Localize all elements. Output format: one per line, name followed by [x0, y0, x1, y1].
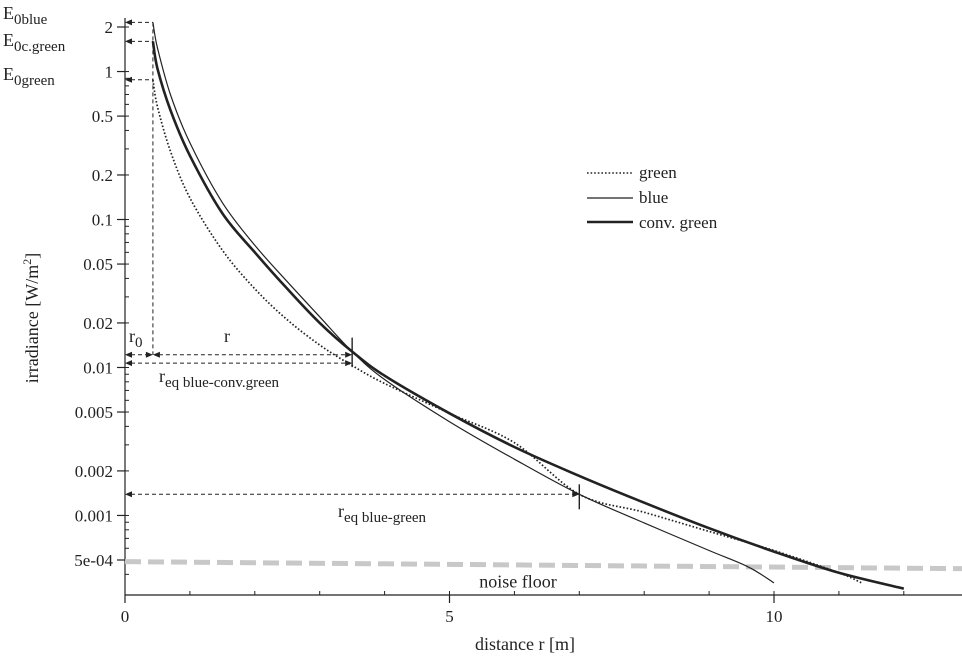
y-tick-label: 0.01 — [83, 358, 113, 377]
label-r0-main: r — [129, 326, 135, 346]
y-axis-title-main: irradiance [W/m — [22, 265, 42, 383]
label-req-blue-conv-main: r — [159, 366, 165, 386]
y-axis-title-close: ] — [22, 253, 42, 259]
x-axis: 0 5 10 — [121, 591, 962, 626]
req-blue-green-arrow-right — [572, 491, 580, 498]
y-tick-label: 2 — [105, 18, 114, 37]
legend-label-blue: blue — [639, 188, 668, 207]
y-tick-label: 0.2 — [92, 166, 113, 185]
req-blue-green-arrow-left — [125, 491, 132, 498]
noise-floor: noise floor — [124, 559, 962, 592]
label-e0cgreen: E0c.green — [3, 30, 66, 55]
y-tick-label: 0.05 — [83, 255, 113, 274]
plot-series — [151, 22, 905, 590]
y-tick-label: 0.002 — [75, 462, 113, 481]
req-blue-conv-arrow-left — [125, 360, 132, 367]
x-tick-label: 0 — [121, 607, 130, 626]
x-axis-title: distance r [m] — [475, 634, 575, 654]
label-e0blue-sub: 0blue — [14, 12, 48, 28]
series-line-green — [152, 79, 862, 584]
label-e0green-sub: 0green — [14, 73, 55, 89]
label-req-blue-green-main: r — [338, 501, 344, 521]
label-r: r — [224, 326, 230, 346]
label-r0-sub: 0 — [135, 335, 143, 351]
label-e0cgreen-main: E — [3, 30, 14, 50]
y-tick-label: 5e-04 — [74, 551, 113, 570]
arrow-head-e0blue — [125, 19, 132, 26]
x-tick-label: 10 — [766, 607, 783, 626]
y-axis-title: irradiance [W/m2] — [20, 253, 42, 383]
r0-arrow-right — [145, 351, 153, 358]
arrow-head-e0green — [125, 76, 132, 83]
y-tick-label: 0.001 — [75, 506, 113, 525]
legend-label-conv-green: conv. green — [639, 213, 718, 232]
y-tick-label: 0.5 — [92, 107, 113, 126]
x-tick-label: 5 — [445, 607, 454, 626]
label-e0cgreen-sub: 0c.green — [14, 39, 66, 55]
noise-floor-line — [124, 559, 962, 572]
y-axis-title-sup: 2 — [20, 259, 34, 265]
r-arrow-left — [152, 351, 160, 358]
label-e0green-main: E — [3, 64, 14, 84]
label-req-blue-conv: req blue-conv.green — [159, 366, 279, 391]
label-e0green: E0green — [3, 64, 55, 89]
label-req-blue-green: req blue-green — [338, 501, 427, 526]
y-tick-label: 1 — [105, 63, 114, 82]
noise-floor-label: noise floor — [479, 572, 556, 592]
y-tick-label: 0.1 — [92, 211, 113, 230]
r0-arrow-left — [125, 351, 132, 358]
series-line-blue — [152, 22, 775, 584]
label-req-blue-conv-sub: eq blue-conv.green — [165, 375, 279, 391]
label-r0: r0 — [129, 326, 143, 351]
annotation-lines — [125, 19, 580, 510]
y-tick-label: 0.005 — [75, 403, 113, 422]
series-line-conv-green — [151, 41, 905, 590]
legend: green blue conv. green — [587, 163, 718, 232]
label-req-blue-green-sub: eq blue-green — [344, 510, 427, 526]
y-axis: 2 1 0.5 0.2 0.1 0.05 0.02 0.01 0.005 0.002 0.001 5e… — [74, 18, 129, 595]
label-e0blue: E0blue — [3, 3, 48, 28]
legend-label-green: green — [639, 163, 677, 182]
label-e0blue-main: E — [3, 3, 14, 23]
r-arrow-right — [345, 351, 353, 358]
y-tick-label: 0.02 — [83, 314, 113, 333]
arrow-head-e0cgreen — [125, 38, 132, 45]
